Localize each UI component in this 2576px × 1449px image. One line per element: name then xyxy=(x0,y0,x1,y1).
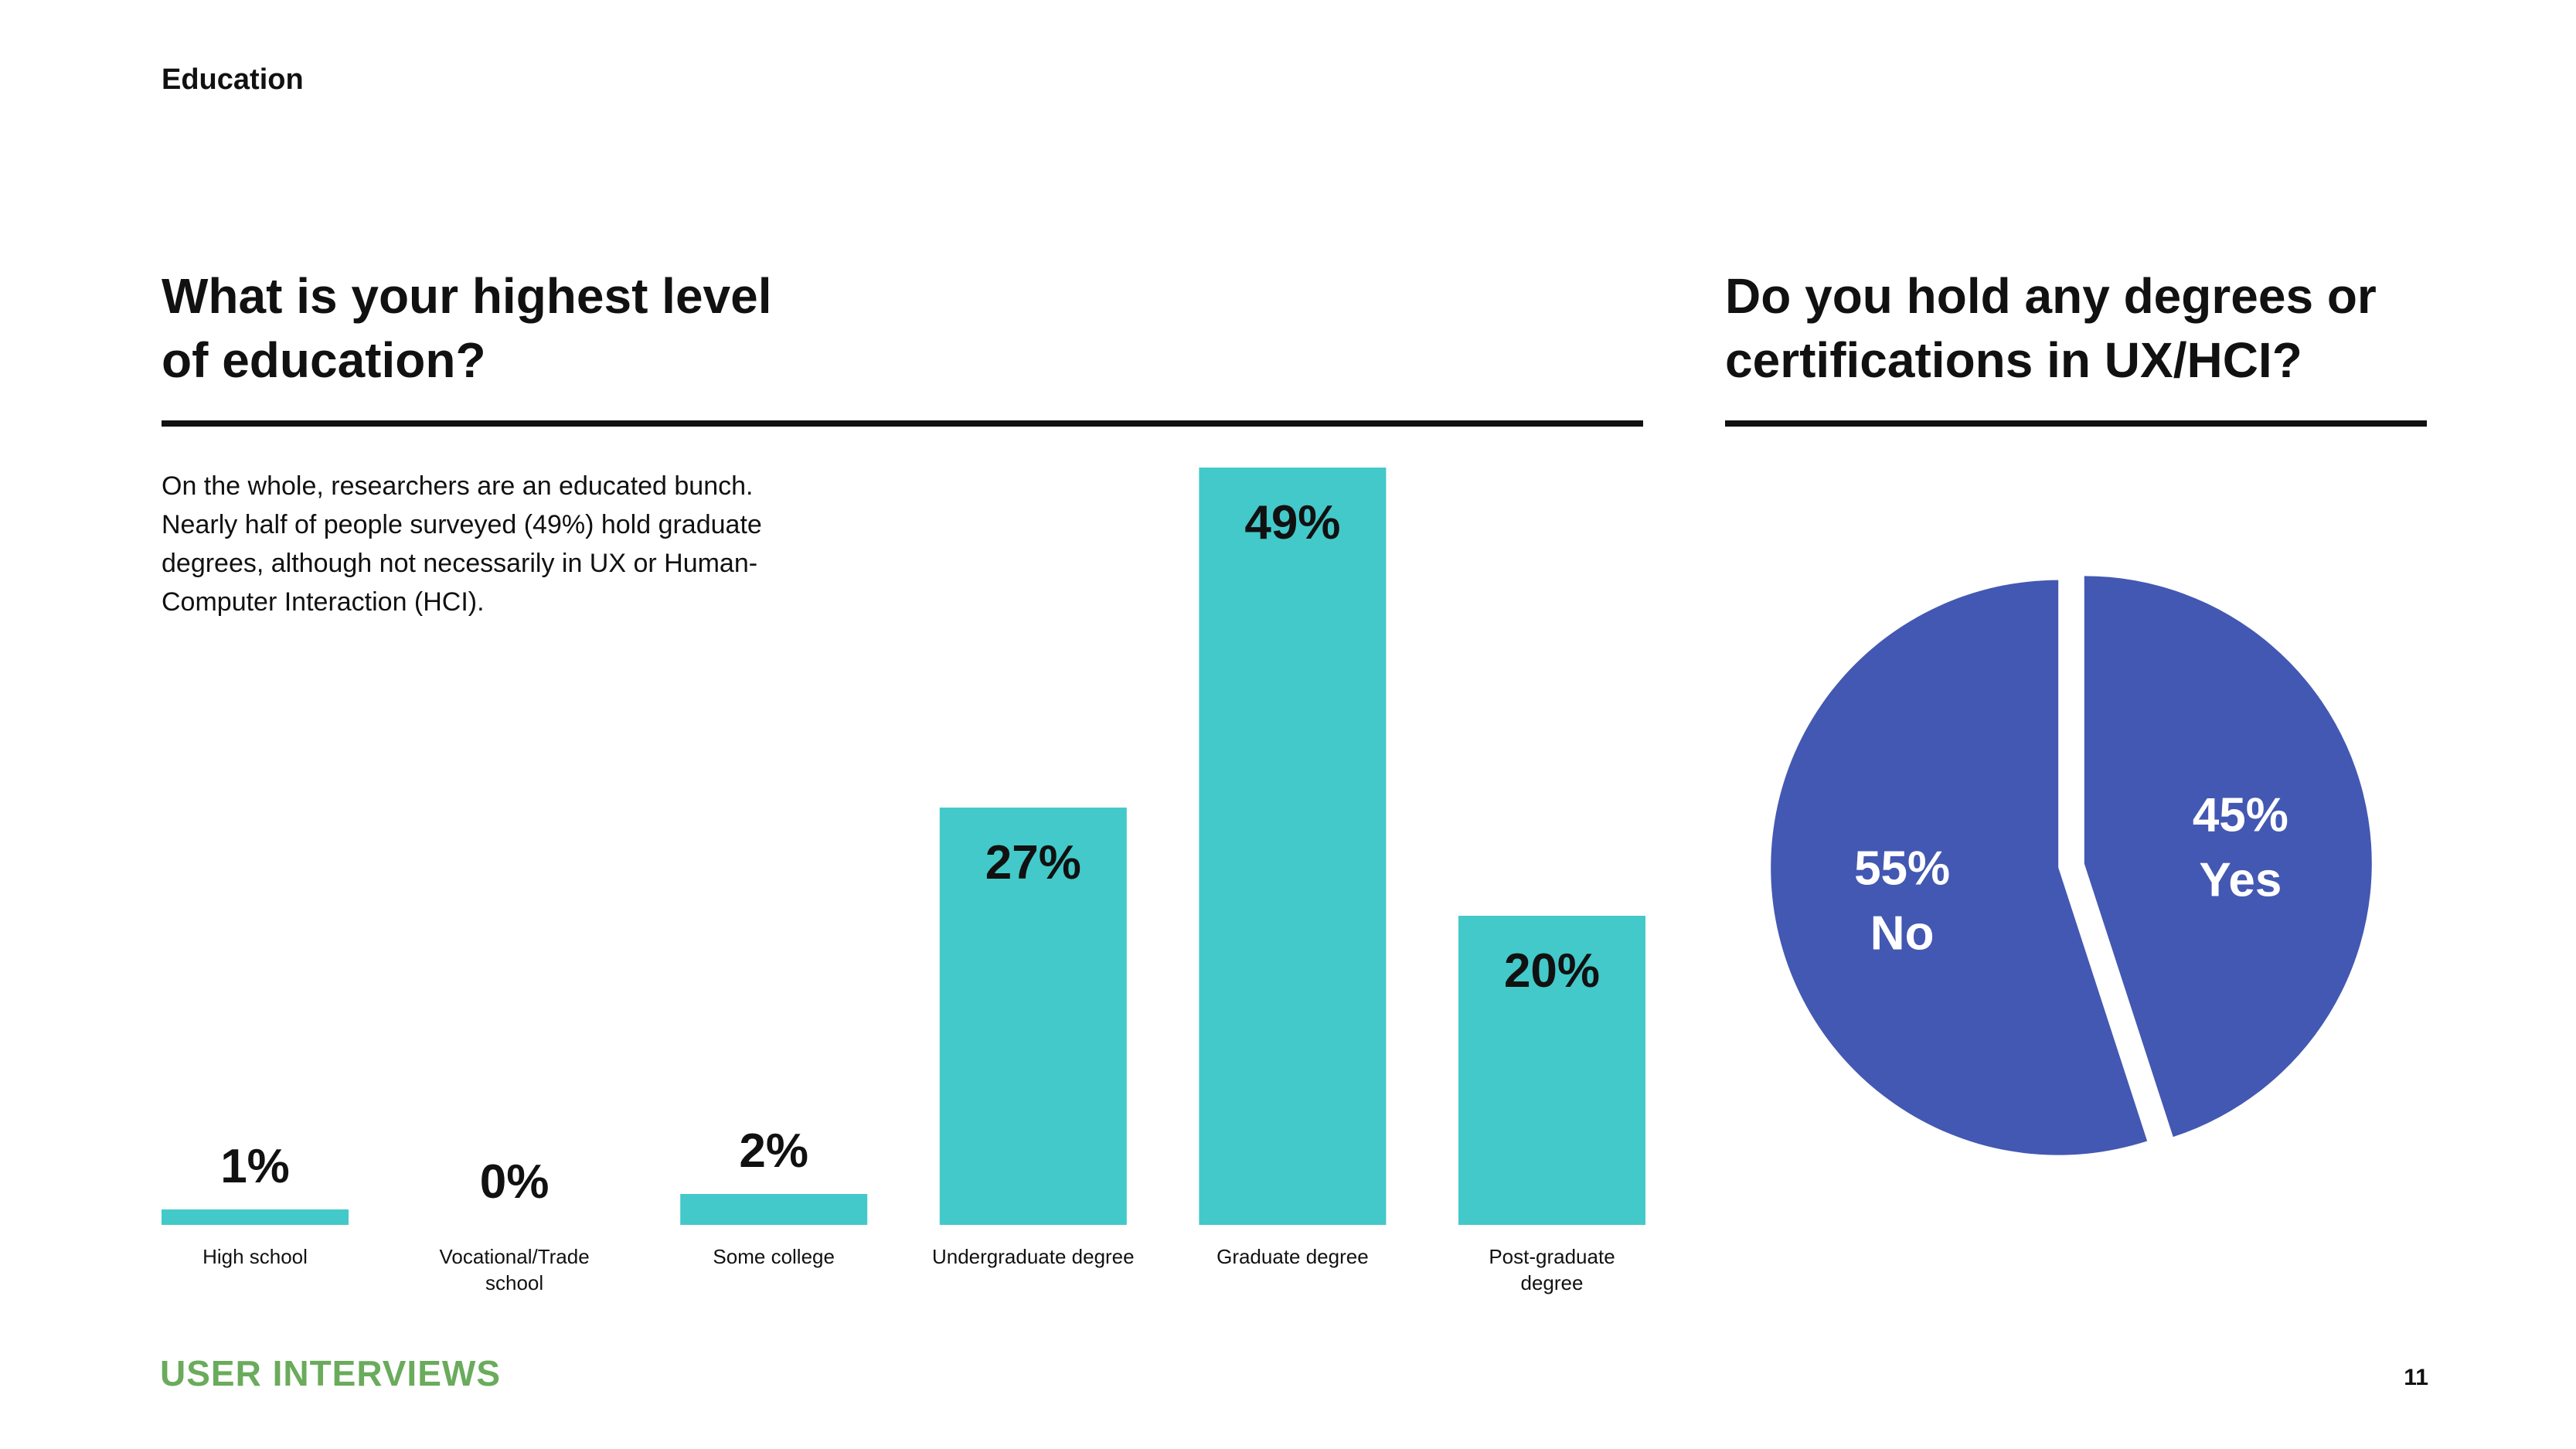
section-label: Education xyxy=(162,63,304,96)
bar-chart-title-line-2: of education? xyxy=(162,332,486,388)
bar-chart: 1% High school 0% Vocational/Trade school 2% S… xyxy=(162,468,1645,1294)
category-label: Graduate degree xyxy=(1217,1245,1369,1268)
bar xyxy=(1199,468,1387,1225)
right-title-divider xyxy=(1725,420,2427,427)
bar-value-label: 1% xyxy=(220,1140,290,1193)
category-label: Vocational/Trade school xyxy=(440,1245,590,1294)
pie-slice-yes xyxy=(2084,576,2372,1138)
pie-chart-title-line-2: certifications in UX/HCI? xyxy=(1725,332,2302,388)
intro-line: degrees, although not necessarily in UX … xyxy=(162,549,758,578)
bar xyxy=(162,1209,349,1225)
intro-paragraph: On the whole, researchers are an educate… xyxy=(162,467,842,621)
intro-line: Computer Interaction (HCI). xyxy=(162,587,485,617)
bar-value-label: 49% xyxy=(1244,496,1340,549)
pie-chart: 45% Yes 55% No xyxy=(1771,576,2372,1155)
pie-category-label: Yes xyxy=(2199,853,2282,906)
bar xyxy=(680,1194,868,1225)
bar-value-label: 20% xyxy=(1504,944,1600,998)
category-label: Undergraduate degree xyxy=(932,1245,1135,1268)
bar-value-label: 0% xyxy=(480,1155,550,1209)
pie-slice-no xyxy=(1771,580,2148,1155)
pie-category-label: No xyxy=(1870,907,1935,961)
intro-line: Nearly half of people surveyed (49%) hol… xyxy=(162,510,762,539)
intro-line: On the whole, researchers are an educate… xyxy=(162,471,754,501)
category-label: Some college xyxy=(713,1245,835,1268)
bar-value-label: 27% xyxy=(985,836,1081,889)
bar xyxy=(1458,916,1645,1225)
bar-chart-title: What is your highest level of education? xyxy=(162,264,888,393)
pie-value-label: 55% xyxy=(1854,842,1950,896)
brand-logo-text: USER INTERVIEWS xyxy=(160,1353,501,1393)
page-number: 11 xyxy=(2404,1365,2428,1390)
bar-value-label: 2% xyxy=(739,1124,808,1178)
pie-chart-title-line-1: Do you hold any degrees or xyxy=(1725,268,2377,324)
bar-chart-title-line-1: What is your highest level xyxy=(162,268,772,324)
pie-chart-title: Do you hold any degrees or certification… xyxy=(1725,264,2482,393)
bar xyxy=(939,808,1127,1225)
category-label: Post-graduate degree xyxy=(1489,1245,1615,1294)
left-title-divider xyxy=(162,420,1643,427)
pie-value-label: 45% xyxy=(2193,788,2288,842)
category-label: High school xyxy=(202,1245,308,1268)
